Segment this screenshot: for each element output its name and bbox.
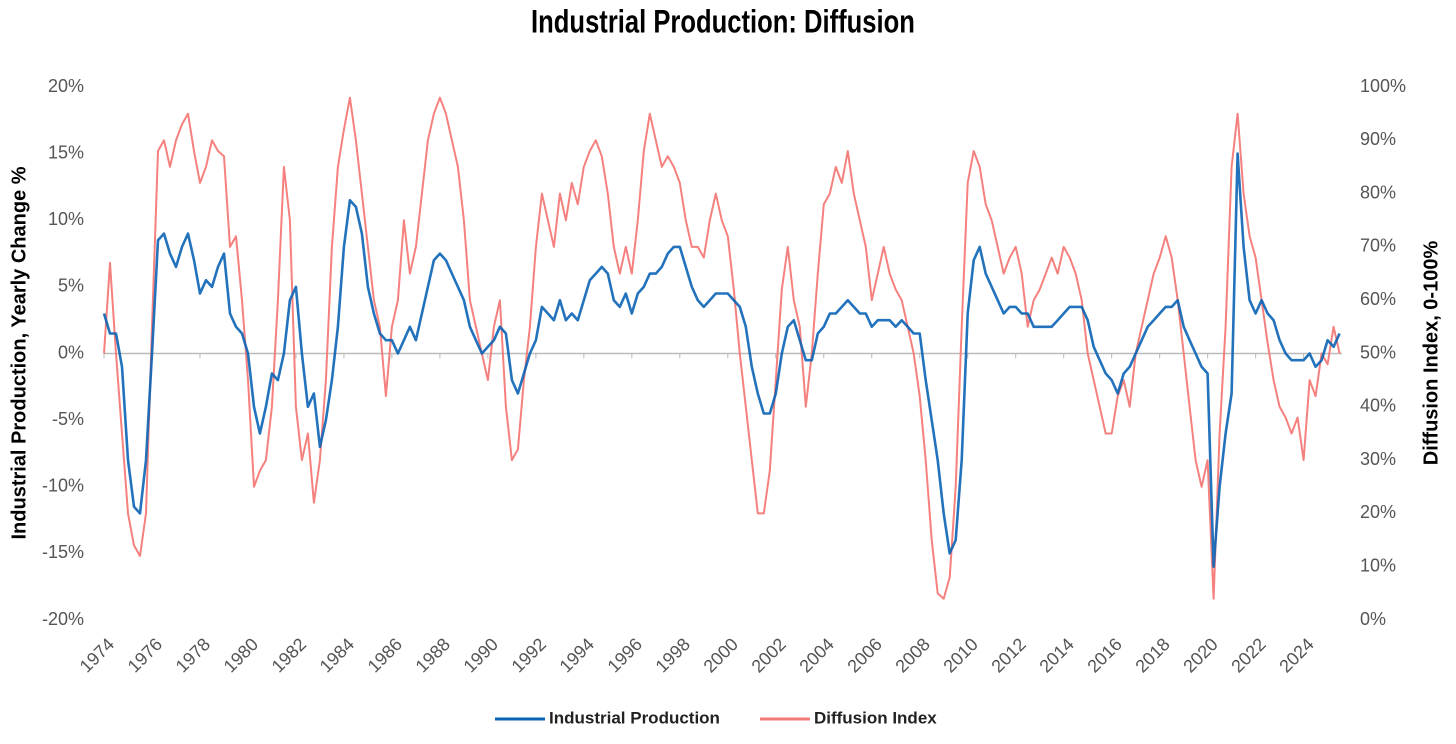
- x-tick-label: 1986: [364, 634, 406, 676]
- x-tick-label: 2002: [748, 634, 790, 676]
- y-tick-label: 0%: [58, 342, 84, 362]
- x-tick-label: 2020: [1179, 634, 1221, 676]
- x-tick-label: 2024: [1275, 634, 1317, 676]
- y2-tick-label: 50%: [1360, 342, 1396, 362]
- y-tick-label: 20%: [48, 76, 84, 96]
- y2-tick-label: 90%: [1360, 129, 1396, 149]
- y-tick-label: 10%: [48, 209, 84, 229]
- chart-title: Industrial Production: Diffusion: [531, 5, 915, 40]
- y2-tick-label: 40%: [1360, 396, 1396, 416]
- x-tick-label: 1982: [268, 634, 310, 676]
- x-tick-label: 1998: [652, 634, 694, 676]
- y2-tick-label: 30%: [1360, 449, 1396, 469]
- y-tick-label: 5%: [58, 276, 84, 296]
- y-tick-label: -10%: [42, 476, 84, 496]
- x-tick-label: 1974: [76, 634, 118, 676]
- y2-tick-label: 60%: [1360, 289, 1396, 309]
- x-tick-label: 2000: [700, 634, 742, 676]
- y2-tick-label: 100%: [1360, 76, 1406, 96]
- x-tick-label: 1994: [556, 634, 598, 676]
- y2-axis-title: Diffusion Index, 0-100%: [1420, 241, 1442, 466]
- y2-tick-label: 10%: [1360, 555, 1396, 575]
- series-line: [102, 152, 1341, 568]
- legend-label: Industrial Production: [549, 708, 720, 727]
- y-axis-title: Industrial Production, Yearly Change %: [8, 166, 30, 539]
- y-tick-label: -15%: [42, 542, 84, 562]
- x-tick-label: 1996: [604, 634, 646, 676]
- series-line: [103, 96, 1341, 600]
- x-tick-label: 2006: [843, 634, 885, 676]
- x-tick-label: 2008: [891, 634, 933, 676]
- x-tick-label: 2014: [1035, 634, 1077, 676]
- x-tick-label: 2004: [795, 634, 837, 676]
- y-tick-label: 15%: [48, 142, 84, 162]
- x-tick-label: 2012: [987, 634, 1029, 676]
- y2-tick-label: 80%: [1360, 182, 1396, 202]
- x-tick-label: 2018: [1131, 634, 1173, 676]
- y-tick-label: -5%: [52, 409, 84, 429]
- x-tick-label: 1992: [508, 634, 550, 676]
- x-tick-label: 1978: [172, 634, 214, 676]
- legend-label: Diffusion Index: [814, 708, 937, 727]
- y2-tick-label: 70%: [1360, 236, 1396, 256]
- x-tick-label: 1984: [316, 634, 358, 676]
- y2-tick-label: 20%: [1360, 502, 1396, 522]
- x-tick-label: 2016: [1083, 634, 1125, 676]
- y-tick-label: -20%: [42, 609, 84, 629]
- x-tick-label: 1990: [460, 634, 502, 676]
- x-tick-label: 1988: [412, 634, 454, 676]
- x-tick-label: 2010: [939, 634, 981, 676]
- x-tick-label: 1976: [124, 634, 166, 676]
- x-tick-label: 1980: [220, 634, 262, 676]
- x-tick-label: 2022: [1227, 634, 1269, 676]
- y2-tick-label: 0%: [1360, 609, 1386, 629]
